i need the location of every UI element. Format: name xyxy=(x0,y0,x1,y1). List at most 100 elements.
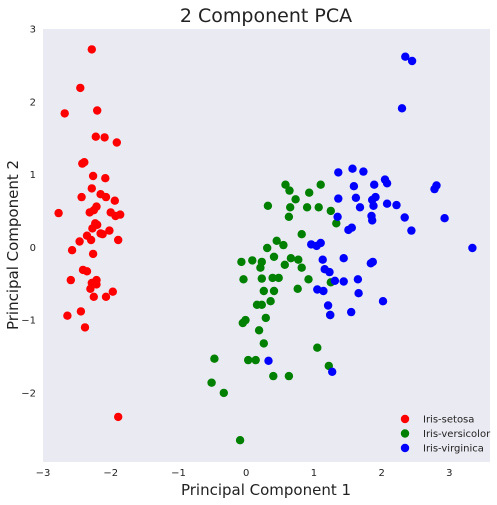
y-tick-label: −2 xyxy=(21,388,36,399)
data-point-iris-virginica xyxy=(264,356,273,365)
data-point-iris-versicolor xyxy=(279,240,288,250)
data-point-iris-versicolor xyxy=(294,255,303,264)
data-point-iris-setosa xyxy=(63,311,72,320)
data-point-iris-setosa xyxy=(80,323,90,332)
data-point-iris-versicolor xyxy=(274,273,283,283)
data-point-iris-virginica xyxy=(392,200,401,210)
data-point-iris-versicolor xyxy=(239,275,248,284)
x-tick-label: 2 xyxy=(378,468,384,479)
legend-label: Iris-virginica xyxy=(423,444,484,455)
data-point-iris-virginica xyxy=(351,193,361,202)
data-point-iris-setosa xyxy=(76,83,85,93)
data-point-iris-virginica xyxy=(400,213,409,222)
data-point-iris-versicolor xyxy=(291,195,300,204)
data-point-iris-virginica xyxy=(397,104,407,113)
data-point-iris-setosa xyxy=(67,246,77,255)
y-tick-label: 2 xyxy=(30,97,36,108)
data-point-iris-setosa xyxy=(111,211,120,221)
data-point-iris-versicolor xyxy=(286,203,295,212)
data-point-iris-setosa xyxy=(101,174,110,183)
data-point-iris-setosa xyxy=(98,230,107,239)
data-point-iris-virginica xyxy=(348,164,357,173)
data-point-iris-versicolor xyxy=(280,260,289,269)
data-point-iris-setosa xyxy=(105,226,114,235)
data-point-iris-setosa xyxy=(93,106,102,115)
data-point-iris-versicolor xyxy=(313,343,322,352)
data-point-iris-virginica xyxy=(359,167,368,176)
data-point-iris-virginica xyxy=(333,212,342,221)
data-point-iris-versicolor xyxy=(272,236,281,245)
data-point-iris-setosa xyxy=(66,275,76,285)
data-point-iris-versicolor xyxy=(269,252,279,261)
data-point-iris-setosa xyxy=(108,287,118,296)
y-tick-label: 1 xyxy=(30,170,36,181)
y-tick-label: −1 xyxy=(21,316,36,327)
data-point-iris-setosa xyxy=(88,171,98,181)
data-point-iris-virginica xyxy=(430,184,439,194)
data-point-iris-setosa xyxy=(89,292,99,301)
data-points xyxy=(54,45,477,445)
data-point-iris-virginica xyxy=(326,310,335,320)
data-point-iris-virginica xyxy=(354,289,363,298)
data-point-iris-versicolor xyxy=(261,313,270,323)
x-tick-label: 1 xyxy=(311,468,317,479)
data-point-iris-virginica xyxy=(401,52,410,61)
data-point-iris-virginica xyxy=(334,168,343,177)
data-point-iris-versicolor xyxy=(219,388,228,398)
data-point-iris-virginica xyxy=(369,201,378,210)
legend-marker-iris-versicolor xyxy=(400,429,410,438)
data-point-iris-virginica xyxy=(440,214,449,223)
data-point-iris-versicolor xyxy=(266,297,275,306)
data-point-iris-versicolor xyxy=(269,286,279,296)
data-point-iris-setosa xyxy=(77,192,86,202)
data-point-iris-versicolor xyxy=(259,286,268,296)
data-point-iris-versicolor xyxy=(257,300,266,309)
data-point-iris-versicolor xyxy=(254,326,264,335)
data-point-iris-setosa xyxy=(92,280,101,289)
data-point-iris-setosa xyxy=(114,235,123,245)
data-point-iris-setosa xyxy=(82,267,92,276)
y-tick-label: 0 xyxy=(30,243,36,254)
data-point-iris-virginica xyxy=(366,259,375,268)
x-tick-label: 3 xyxy=(446,468,452,479)
data-point-iris-versicolor xyxy=(235,436,245,445)
x-axis-label: Principal Component 1 xyxy=(181,481,351,499)
data-point-iris-versicolor xyxy=(293,284,302,293)
data-point-iris-virginica xyxy=(382,179,392,188)
axis-ticks: −3 −2 −1 0 1 2 3 −2 −1 0 1 2 3 xyxy=(21,25,452,480)
data-point-iris-versicolor xyxy=(268,273,277,283)
data-point-iris-virginica xyxy=(370,180,379,189)
data-point-iris-virginica xyxy=(344,225,353,235)
data-point-iris-versicolor xyxy=(269,371,278,381)
data-point-iris-setosa xyxy=(114,412,123,422)
data-point-iris-setosa xyxy=(86,284,95,293)
data-point-iris-setosa xyxy=(101,192,111,202)
data-point-iris-setosa xyxy=(87,45,97,54)
data-point-iris-setosa xyxy=(100,133,109,142)
data-point-iris-versicolor xyxy=(316,180,325,189)
data-point-iris-setosa xyxy=(88,249,98,259)
data-point-iris-setosa xyxy=(112,138,122,147)
data-point-iris-virginica xyxy=(355,203,365,212)
data-point-iris-virginica xyxy=(334,194,343,203)
data-point-iris-versicolor xyxy=(263,201,273,210)
data-point-iris-virginica xyxy=(330,276,340,285)
data-point-iris-versicolor xyxy=(286,254,296,263)
data-point-iris-versicolor xyxy=(256,263,265,272)
data-point-iris-versicolor xyxy=(332,219,341,228)
data-point-iris-versicolor xyxy=(314,203,323,212)
data-point-iris-virginica xyxy=(407,226,416,235)
data-point-iris-versicolor xyxy=(263,243,272,253)
data-point-iris-virginica xyxy=(349,182,359,191)
data-point-iris-versicolor xyxy=(285,186,294,195)
data-point-iris-virginica xyxy=(319,286,328,296)
x-tick-label: −1 xyxy=(171,468,186,479)
data-point-iris-setosa xyxy=(110,196,120,205)
data-point-iris-virginica xyxy=(347,307,356,317)
data-point-iris-setosa xyxy=(87,184,97,193)
data-point-iris-versicolor xyxy=(297,230,306,239)
data-point-iris-virginica xyxy=(353,275,363,284)
data-point-iris-setosa xyxy=(54,208,63,218)
data-point-iris-versicolor xyxy=(251,355,260,365)
